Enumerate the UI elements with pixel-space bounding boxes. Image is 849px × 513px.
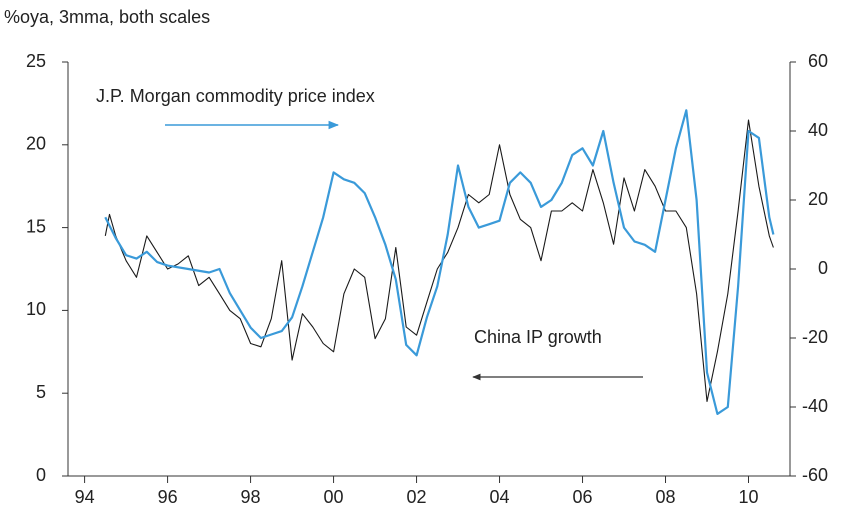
y-tick-label: 10 [26,299,46,319]
x-tick-label: 04 [490,487,510,507]
x-tick-label: 96 [158,487,178,507]
y-tick-label: 0 [36,465,46,485]
y2-tick-label: 40 [808,120,828,140]
y2-tick-label: -60 [802,465,828,485]
x-tick-label: 00 [324,487,344,507]
annotation: China IP growth [474,327,602,347]
y-tick-label: 15 [26,216,46,236]
y2-tick-label: 60 [808,51,828,71]
y2-tick-label: 20 [808,189,828,209]
x-tick-label: 94 [75,487,95,507]
x-tick-label: 08 [656,487,676,507]
y2-tick-label: -40 [802,396,828,416]
annotation: J.P. Morgan commodity price index [96,86,375,106]
y-tick-label: 20 [26,134,46,154]
y2-tick-label: 0 [818,258,828,278]
chart-title: %oya, 3mma, both scales [4,7,210,27]
y2-tick-label: -20 [802,327,828,347]
x-tick-label: 98 [241,487,261,507]
y-tick-label: 5 [36,382,46,402]
x-tick-label: 06 [573,487,593,507]
x-tick-label: 02 [407,487,427,507]
series-line [104,119,774,403]
x-tick-label: 10 [738,487,758,507]
y-tick-label: 25 [26,51,46,71]
series-line [104,109,775,415]
